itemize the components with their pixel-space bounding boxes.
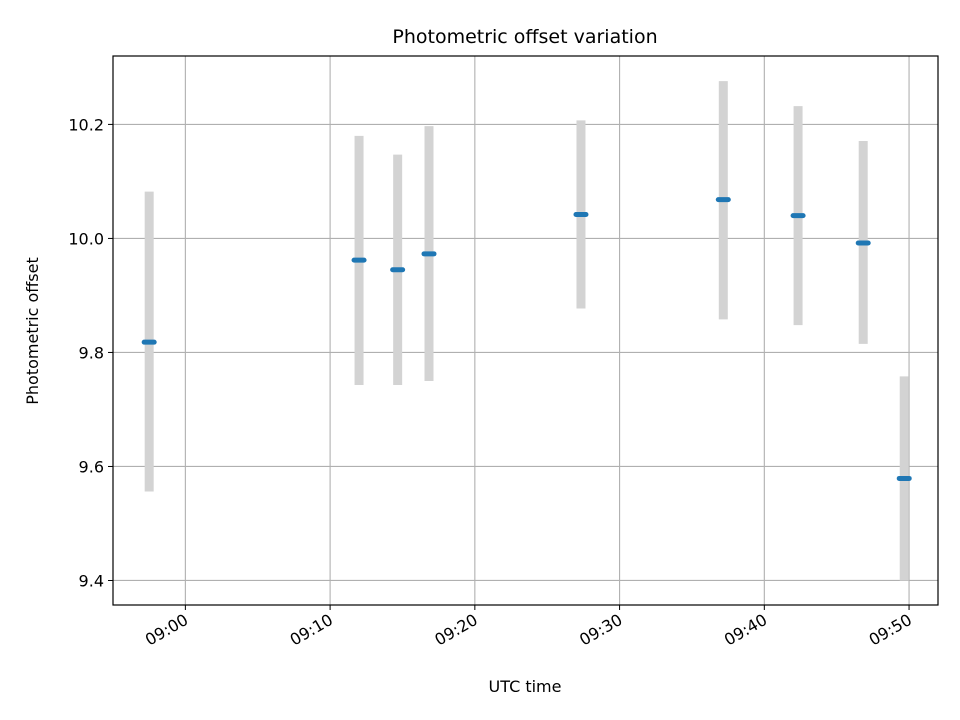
y-tick-label: 10.0 [68,229,104,248]
y-tick-label: 10.2 [68,115,104,134]
y-tick-label: 9.6 [79,457,104,476]
chart-title: Photometric offset variation [392,26,657,48]
x-axis-label: UTC time [489,677,562,696]
plot-frame [112,55,939,606]
y-axis-label: Photometric offset [23,257,42,405]
y-axis: 9.4 9.6 9.8 10.0 10.2 [68,115,113,590]
y-tick-label: 9.4 [79,571,104,590]
y-tick-label: 9.8 [79,343,104,362]
data-points [141,197,912,481]
